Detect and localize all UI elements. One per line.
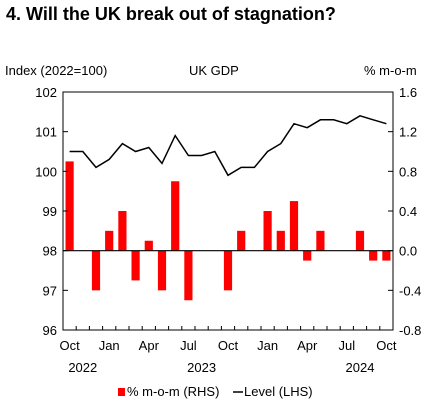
bar-mom <box>105 230 114 251</box>
year-label: 2022 <box>68 360 97 375</box>
bar-mom <box>355 230 365 251</box>
page-title: 4. Will the UK break out of stagnation? <box>6 4 336 24</box>
left-tick-label: 96 <box>43 323 57 338</box>
right-tick-label: 1.2 <box>399 125 417 140</box>
right-tick-label: 0.0 <box>399 244 417 259</box>
bar-mom <box>118 211 127 251</box>
bar-mom <box>91 250 101 291</box>
legend-line-label: Level (LHS) <box>244 384 313 399</box>
bar-mom <box>263 211 272 251</box>
x-tick-label: Jul <box>338 338 355 353</box>
bar-mom <box>131 250 140 281</box>
legend-bar-label: % m-o-m (RHS) <box>127 384 219 399</box>
left-tick-label: 97 <box>43 283 57 298</box>
x-tick-label: Oct <box>218 338 239 353</box>
x-tick-label: Oct <box>59 338 80 353</box>
right-tick-label: -0.4 <box>399 283 421 298</box>
year-label: 2023 <box>187 360 216 375</box>
left-tick-label: 98 <box>43 244 57 259</box>
right-tick-label: 0.4 <box>399 204 417 219</box>
bar-mom <box>223 250 233 291</box>
x-tick-label: Apr <box>139 338 160 353</box>
x-tick-label: Oct <box>376 338 397 353</box>
bar-mom <box>316 230 325 251</box>
bar-mom <box>303 250 312 261</box>
left-tick-label: 102 <box>35 85 57 100</box>
bar-mom <box>237 230 246 251</box>
x-tick-label: Apr <box>297 338 318 353</box>
left-tick-label: 101 <box>35 125 57 140</box>
legend-bar-swatch <box>118 388 125 396</box>
chart-title: UK GDP <box>189 63 239 78</box>
right-axis-label: % m-o-m <box>364 63 417 78</box>
bar-mom <box>157 250 167 291</box>
right-tick-label: -0.8 <box>399 323 421 338</box>
bar-mom <box>289 201 299 251</box>
x-tick-label: Jan <box>257 338 278 353</box>
left-axis-label: Index (2022=100) <box>5 63 108 78</box>
level-line <box>69 114 387 177</box>
bar-mom <box>369 250 378 261</box>
left-tick-label: 99 <box>43 204 57 219</box>
bar-mom <box>184 250 193 301</box>
bar-mom <box>382 250 391 261</box>
x-tick-label: Jan <box>99 338 120 353</box>
bar-mom <box>276 230 285 251</box>
bar-mom <box>144 240 153 251</box>
x-tick-label: Jul <box>180 338 197 353</box>
left-tick-label: 100 <box>35 164 57 179</box>
right-tick-label: 0.8 <box>399 164 417 179</box>
plot-frame <box>62 91 394 331</box>
right-tick-label: 1.6 <box>399 85 417 100</box>
bar-mom <box>65 161 74 251</box>
year-label: 2024 <box>346 360 375 375</box>
bar-mom <box>171 181 180 251</box>
